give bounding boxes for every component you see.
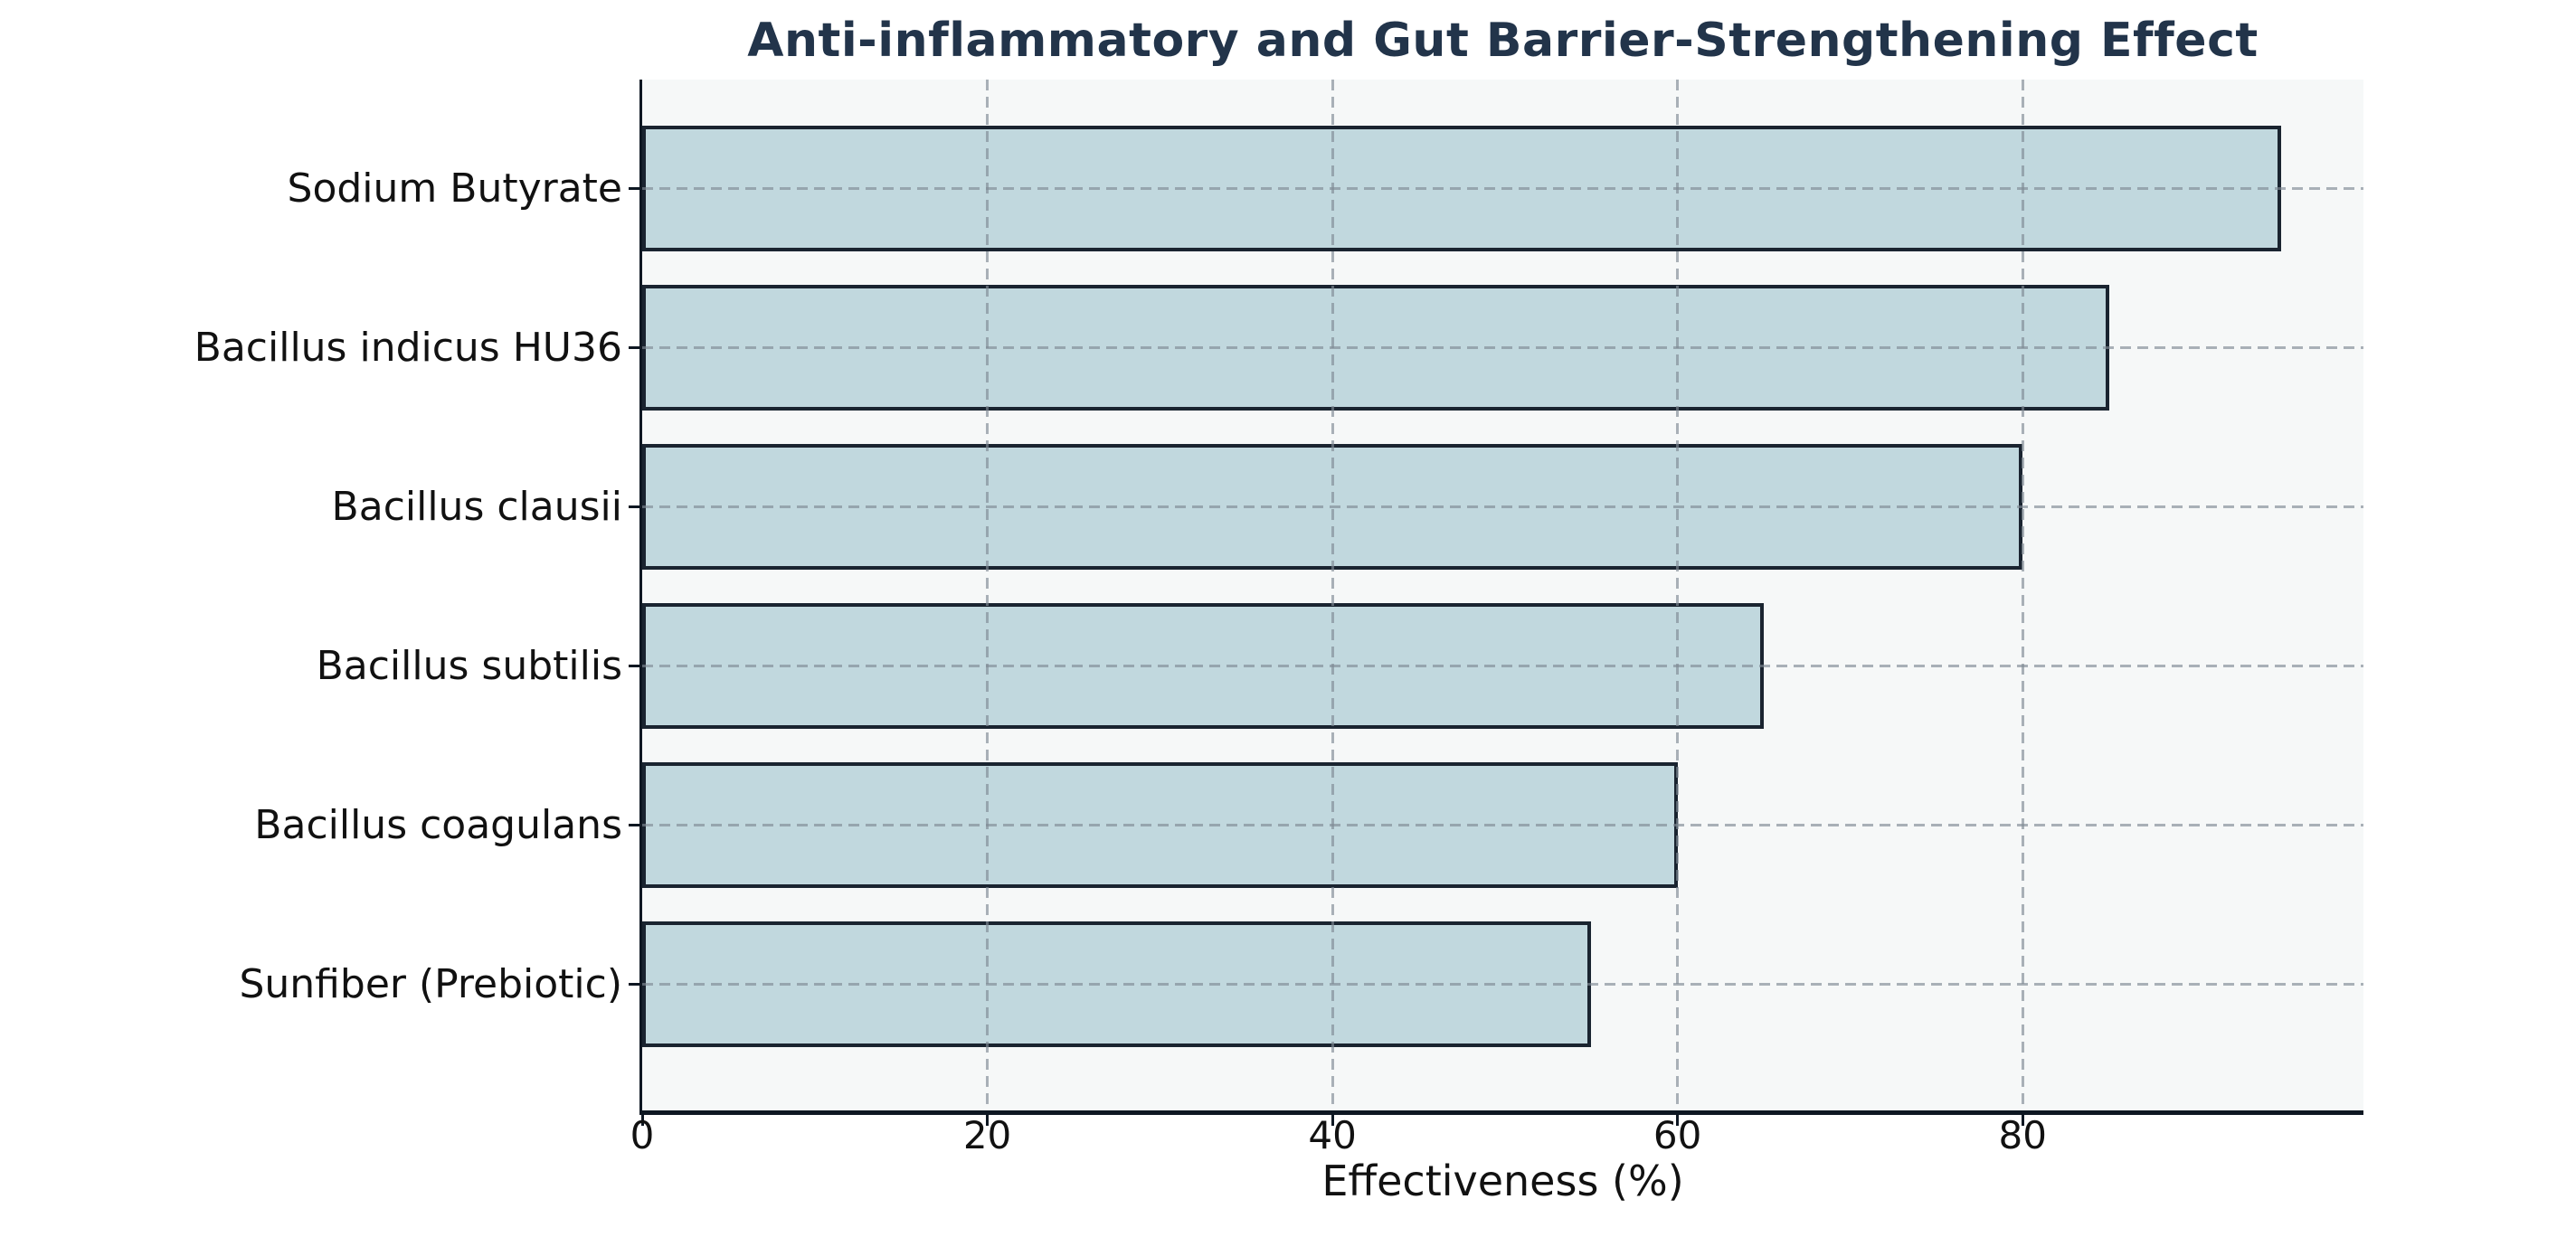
x-tickmark xyxy=(1676,1115,1680,1126)
y-tick-label: Bacillus subtilis xyxy=(316,642,622,689)
chart-title: Anti-inflammatory and Gut Barrier-Streng… xyxy=(747,14,2259,68)
x-tickmark xyxy=(640,1115,644,1126)
y-tickmark xyxy=(629,505,639,508)
x-tickmark xyxy=(1331,1115,1334,1126)
y-gridline xyxy=(642,187,2363,190)
y-tick-label: Bacillus coagulans xyxy=(254,801,622,848)
plot-area xyxy=(642,80,2363,1110)
x-tickmark xyxy=(2021,1115,2024,1126)
y-tickmark xyxy=(629,983,639,986)
y-tickmark xyxy=(629,346,639,349)
y-gridline xyxy=(642,983,2363,986)
y-tick-label: Bacillus clausii xyxy=(331,483,622,530)
x-gridline xyxy=(1676,80,1680,1110)
x-tick-label: 60 xyxy=(1653,1113,1702,1157)
y-gridline xyxy=(642,505,2363,508)
y-tickmark xyxy=(629,187,639,190)
y-tick-label: Sunfiber (Prebiotic) xyxy=(239,960,622,1007)
x-tick-label: 80 xyxy=(1998,1113,2047,1157)
y-axis-spine xyxy=(639,80,642,1115)
y-gridline xyxy=(642,824,2363,826)
y-gridline xyxy=(642,665,2363,667)
y-tick-label: Bacillus indicus HU36 xyxy=(194,324,622,371)
x-gridline xyxy=(986,80,990,1110)
x-gridline xyxy=(2021,80,2024,1110)
y-tickmark xyxy=(629,665,639,667)
x-tick-label: 40 xyxy=(1308,1113,1357,1157)
x-gridline xyxy=(1331,80,1334,1110)
y-tick-label: Sodium Butyrate xyxy=(287,165,622,212)
x-tickmark xyxy=(986,1115,990,1126)
x-tick-label: 0 xyxy=(630,1113,655,1157)
x-axis-title: Effectiveness (%) xyxy=(1321,1157,1684,1205)
x-axis-spine xyxy=(639,1110,2363,1115)
x-tick-label: 20 xyxy=(962,1113,1012,1157)
y-tickmark xyxy=(629,824,639,826)
y-gridline xyxy=(642,346,2363,349)
